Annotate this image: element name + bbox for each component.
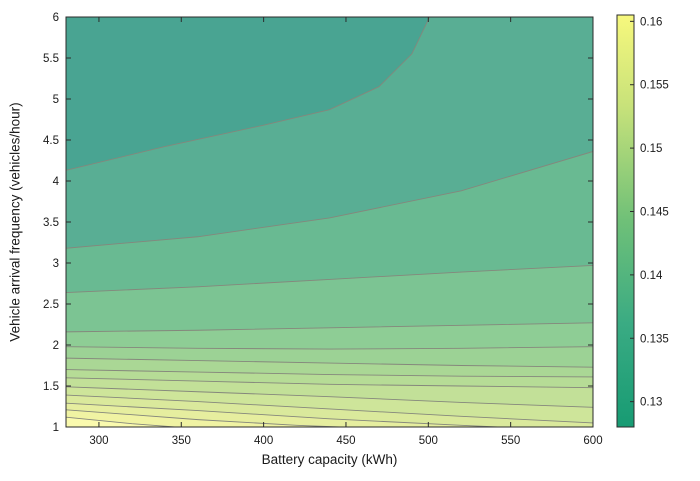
contour-band xyxy=(66,417,176,427)
contour-plot-area xyxy=(66,17,593,427)
contour-line xyxy=(66,402,510,427)
contour-line xyxy=(66,322,593,333)
x-tick-label: 500 xyxy=(419,435,438,447)
y-tick-label: 3 xyxy=(53,258,59,270)
x-tick-label: 450 xyxy=(336,435,355,447)
colorbar-tick-label: 0.155 xyxy=(640,80,669,92)
contour-line xyxy=(66,394,593,424)
colorbar-tick-label: 0.13 xyxy=(640,397,662,409)
x-axis-label: Battery capacity (kWh) xyxy=(261,452,398,467)
contour-line xyxy=(66,409,353,427)
x-tick-label: 600 xyxy=(583,435,602,447)
x-tick-label: 350 xyxy=(172,435,191,447)
y-tick-label: 2 xyxy=(53,340,59,352)
y-tick-label: 5 xyxy=(53,94,59,106)
y-tick-label: 4 xyxy=(53,176,60,188)
y-tick-label: 6 xyxy=(53,12,59,24)
y-tick-label: 4.5 xyxy=(43,135,59,147)
y-axis-label: Vehicle arrival frequency (vehicles/hour… xyxy=(7,102,23,342)
colorbar-tick-label: 0.15 xyxy=(640,143,662,155)
colorbar xyxy=(616,14,635,428)
x-tick-label: 550 xyxy=(501,435,520,447)
y-tick-label: 2.5 xyxy=(43,299,59,311)
colorbar-tick-label: 0.145 xyxy=(640,206,669,218)
contour-line xyxy=(66,369,593,378)
contour-line xyxy=(66,377,593,389)
contour-line xyxy=(66,151,593,249)
y-tick-label: 1 xyxy=(53,422,59,434)
colorbar-tick-label: 0.16 xyxy=(640,16,662,28)
contour-line xyxy=(66,265,593,293)
contour-line xyxy=(66,346,593,350)
colorbar-tick-label: 0.135 xyxy=(640,333,669,345)
contour-line xyxy=(66,416,182,427)
contour-band xyxy=(66,409,341,427)
x-tick-label: 400 xyxy=(254,435,273,447)
y-tick-label: 5.5 xyxy=(43,53,59,65)
contour-line xyxy=(66,17,431,171)
y-tick-label: 3.5 xyxy=(43,217,59,229)
y-tick-label: 1.5 xyxy=(43,381,59,393)
contour-line xyxy=(66,386,593,408)
x-tick-label: 300 xyxy=(89,435,108,447)
contour-line xyxy=(66,357,593,368)
colorbar-tick-label: 0.14 xyxy=(640,270,663,282)
